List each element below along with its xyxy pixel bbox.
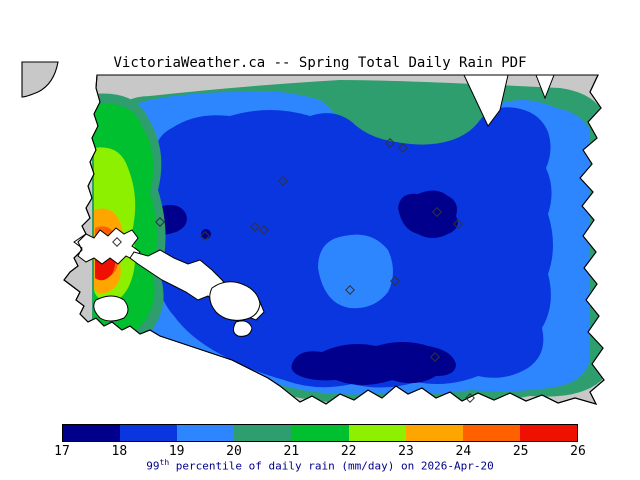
colorbar-caption: 99th percentile of daily rain (mm/day) o… [0, 458, 640, 473]
contour-navy-patch-south [291, 342, 456, 385]
colorbar-tick: 23 [398, 444, 414, 459]
colorbar-tick: 25 [512, 444, 529, 459]
colorbar-segment [519, 425, 577, 441]
station-marker [250, 222, 260, 232]
colorbar [62, 424, 578, 442]
station-marker [278, 176, 288, 186]
station-marker [465, 393, 475, 403]
colorbar-segment [120, 425, 178, 441]
colorbar-tick: 18 [111, 444, 128, 459]
colorbar-tick: 17 [54, 444, 70, 459]
colorbar-segment [177, 425, 235, 441]
colorbar-segment [405, 425, 463, 441]
water-pond [232, 320, 253, 337]
water-lagoon [93, 295, 129, 322]
water-harbour [73, 227, 141, 265]
station-marker [390, 276, 400, 286]
colorbar-segment [234, 425, 292, 441]
caption-prefix: 99 [146, 459, 160, 473]
station-marker [430, 352, 440, 362]
station-marker [398, 143, 408, 153]
colorbar-tick: 22 [340, 444, 357, 459]
colorbar-tick: 24 [455, 444, 472, 459]
colorbar-tick: 19 [168, 444, 185, 459]
contour-layers [92, 80, 602, 404]
water-channel [129, 249, 265, 321]
caption-rest: percentile of daily rain (mm/day) on 202… [169, 459, 494, 473]
station-marker [112, 237, 122, 247]
water-inlet-basin [209, 281, 261, 321]
station-markers [112, 138, 475, 403]
colorbar-tick: 20 [226, 444, 242, 459]
contour-navy-patch-east [398, 190, 458, 238]
colorbar-ticks: 17 18 19 20 21 22 23 24 25 26 [54, 444, 586, 459]
station-marker [432, 207, 442, 217]
corner-island [21, 61, 59, 98]
station-marker [200, 231, 210, 241]
station-marker [259, 225, 269, 235]
colorbar-tick: 21 [283, 444, 300, 459]
colorbar-segment [462, 425, 520, 441]
station-marker [345, 285, 355, 295]
colorbar-segments [63, 425, 577, 441]
colorbar-segment [63, 425, 121, 441]
colorbar-segment [348, 425, 406, 441]
colorbar-tick: 26 [570, 444, 586, 459]
station-marker [385, 138, 395, 148]
colorbar-segment [291, 425, 349, 441]
contour-center-oval-19-20 [318, 234, 393, 309]
caption-superscript: th [159, 458, 170, 467]
station-marker [453, 219, 463, 229]
station-marker [155, 217, 165, 227]
page-title: VictoriaWeather.ca -- Spring Total Daily… [113, 55, 527, 71]
